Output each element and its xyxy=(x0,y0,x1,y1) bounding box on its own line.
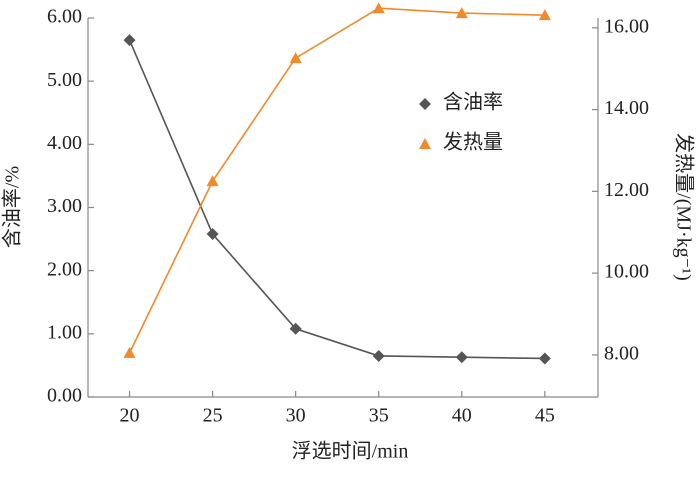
y-tick-label: 2.00 xyxy=(47,258,82,280)
y-tick-label: 4.00 xyxy=(47,132,82,154)
marker xyxy=(372,349,385,362)
marker xyxy=(289,322,302,335)
marker xyxy=(123,346,136,358)
y2-tick-label: 14.00 xyxy=(604,97,649,119)
marker xyxy=(123,34,136,47)
marker xyxy=(372,2,385,14)
x-tick-label: 40 xyxy=(452,405,472,427)
marker xyxy=(289,52,302,64)
marker xyxy=(538,352,551,365)
x-tick-label: 20 xyxy=(120,405,140,427)
x-tick-label: 30 xyxy=(286,405,306,427)
y-tick-label: 6.00 xyxy=(47,6,82,28)
series-line xyxy=(128,7,545,354)
x-tick-label: 35 xyxy=(369,405,389,427)
y-tick-label: 5.00 xyxy=(47,69,82,91)
marker xyxy=(206,228,219,241)
y2-tick-label: 10.00 xyxy=(604,261,649,283)
x-tick-label: 25 xyxy=(203,405,223,427)
y2-axis-title: 发热量/(MJ·kg⁻¹) xyxy=(672,133,695,281)
legend-label: 发热量 xyxy=(443,131,503,154)
y-axis-title: 含油率/% xyxy=(1,166,24,248)
y2-tick-label: 8.00 xyxy=(604,342,639,364)
y-tick-label: 1.00 xyxy=(47,321,82,343)
legend-label: 含油率 xyxy=(443,91,503,114)
y2-tick-label: 16.00 xyxy=(604,15,649,37)
y-tick-label: 3.00 xyxy=(47,195,82,217)
y-tick-label: 0.00 xyxy=(47,385,82,407)
marker xyxy=(538,9,551,21)
series-line xyxy=(128,39,545,360)
marker xyxy=(206,175,219,187)
y2-tick-label: 12.00 xyxy=(604,179,649,201)
marker xyxy=(455,351,468,364)
x-axis-title: 浮选时间/min xyxy=(292,440,409,463)
legend-marker xyxy=(419,98,431,110)
legend-marker xyxy=(419,138,431,149)
x-tick-label: 45 xyxy=(535,405,555,427)
marker xyxy=(455,7,468,19)
